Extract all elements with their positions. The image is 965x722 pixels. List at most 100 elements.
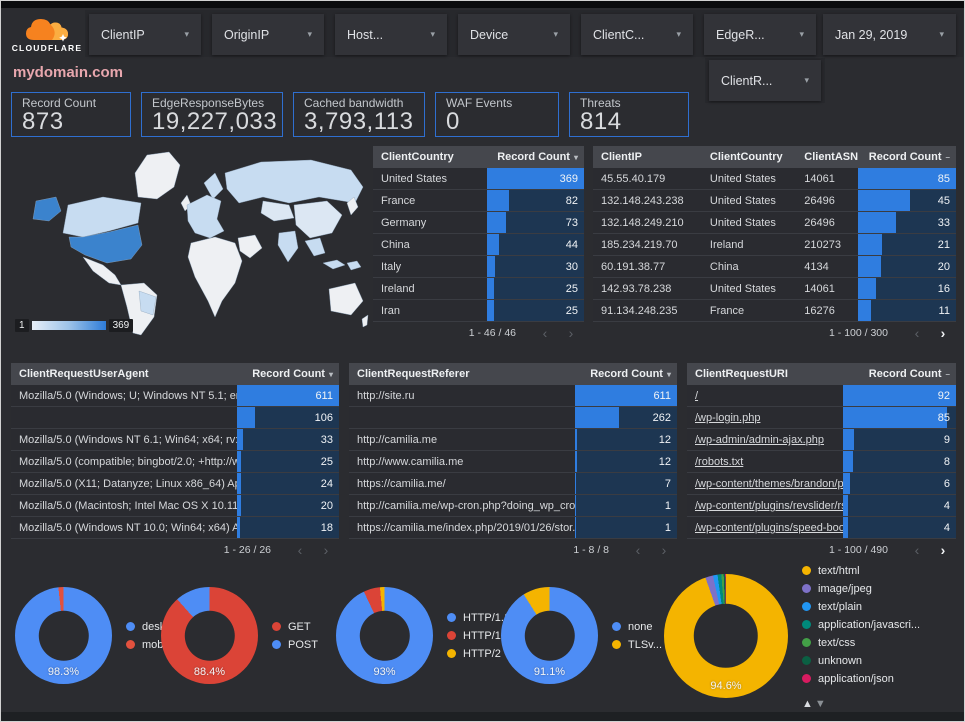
world-map[interactable] xyxy=(11,145,369,343)
donut-legend: GET POST xyxy=(272,618,318,654)
column-header[interactable]: Record Count – xyxy=(868,368,950,380)
pagination-next-icon[interactable]: › xyxy=(568,324,574,341)
column-header[interactable]: Record Count ▾ xyxy=(497,151,578,163)
legend-dot xyxy=(802,656,811,665)
column-header[interactable]: Record Count – xyxy=(868,151,950,163)
filter-chip-originip[interactable]: OriginIP ▾ xyxy=(212,14,324,55)
pagination-next-icon[interactable]: › xyxy=(940,541,946,558)
record-count-value: 4 xyxy=(943,500,950,512)
legend-item[interactable]: application/javascri... xyxy=(802,619,920,631)
column-header[interactable]: ClientRequestURI xyxy=(695,368,788,380)
legend-dot xyxy=(802,620,811,629)
donut-hole xyxy=(524,610,575,661)
uri-link[interactable]: /robots.txt xyxy=(695,456,744,468)
map-europe xyxy=(186,194,225,239)
column-header[interactable]: Record Count ▾ xyxy=(252,368,333,380)
pagination-next-icon[interactable]: › xyxy=(661,541,667,558)
filter-chip-host[interactable]: Host... ▾ xyxy=(335,14,447,55)
legend-item[interactable]: image/jpeg xyxy=(802,583,920,595)
donut-chart[interactable]: 88.4% xyxy=(161,587,258,684)
donut-chart[interactable]: 91.1% xyxy=(501,587,598,684)
legend-label: image/jpeg xyxy=(818,582,872,595)
column-header[interactable]: ClientIP xyxy=(601,151,642,163)
column-header[interactable]: Record Count ▾ xyxy=(590,368,671,380)
record-count-bar: 33 xyxy=(237,429,339,450)
record-count-bar: 18 xyxy=(237,517,339,538)
uri-link[interactable]: / xyxy=(695,390,699,402)
map-panel: 1 369 xyxy=(11,145,369,345)
sort-up-icon[interactable]: ▲ xyxy=(802,697,815,710)
legend-item[interactable]: unknown xyxy=(802,655,920,667)
legend-item[interactable]: TLSv... xyxy=(612,639,662,651)
donut-chart[interactable]: 94.6% xyxy=(664,573,788,698)
record-count-bar: 85 xyxy=(843,407,956,428)
record-count-bar: 12 xyxy=(575,451,677,472)
record-count-value: 33 xyxy=(320,434,333,446)
column-header[interactable]: ClientCountry xyxy=(709,151,783,163)
donut-chart[interactable]: 93% xyxy=(336,587,433,684)
uri-link[interactable]: /wp-content/plugins/revslider/rs-p... xyxy=(695,500,843,512)
record-count-value: 611 xyxy=(653,390,671,402)
legend-item[interactable]: text/plain xyxy=(802,601,920,613)
uri-link[interactable]: /wp-admin/admin-ajax.php xyxy=(695,434,825,446)
column-header[interactable]: ClientRequestReferer xyxy=(357,368,470,380)
uri-link[interactable]: /wp-login.php xyxy=(695,412,761,424)
record-count-value: 82 xyxy=(565,195,578,207)
record-count-value: 24 xyxy=(320,478,333,490)
pagination-next-icon[interactable]: › xyxy=(323,541,329,558)
donut-legend: HTTP/1.1 HTTP/1.0 HTTP/2 xyxy=(447,609,510,663)
bar-fill xyxy=(237,473,242,494)
table-row: 132.148.249.210 United States 26496 33 xyxy=(593,212,956,234)
map-greenland xyxy=(134,151,181,200)
page-title: mydomain.com xyxy=(13,64,124,81)
legend-label: text/html xyxy=(818,564,860,577)
filter-chip-device[interactable]: Device ▾ xyxy=(458,14,570,55)
record-count-value: 73 xyxy=(565,217,578,229)
legend-item[interactable]: text/html xyxy=(802,565,920,577)
scorecard-record-count: Record Count 873 xyxy=(11,92,131,137)
legend-item[interactable]: POST xyxy=(272,639,318,651)
legend-dot xyxy=(126,640,135,649)
pagination-prev-icon[interactable]: ‹ xyxy=(914,541,920,558)
filter-chip-clientr[interactable]: ClientR... ▾ xyxy=(709,60,821,101)
donut-http-protocol: 93% HTTP/1.1 HTTP/1.0 HTTP/2 xyxy=(336,563,510,708)
legend-sort-arrows[interactable]: ▲▼ xyxy=(802,698,920,710)
filter-chip-clientc[interactable]: ClientC... ▾ xyxy=(581,14,693,55)
table-cell: Mozilla/5.0 (Windows NT 6.1; Win64; x64;… xyxy=(19,434,238,446)
table-row: http://www.camilia.me 12 xyxy=(349,451,677,473)
table-row: Italy 30 xyxy=(373,256,584,278)
pagination-prev-icon[interactable]: ‹ xyxy=(914,324,920,341)
filter-chip-clientip[interactable]: ClientIP ▾ xyxy=(89,14,201,55)
date-range-control[interactable]: Jan 29, 2019 ▾ xyxy=(823,14,956,55)
legend-label: application/json xyxy=(818,672,894,685)
pagination-prev-icon[interactable]: ‹ xyxy=(297,541,303,558)
legend-item[interactable]: GET xyxy=(272,621,318,633)
legend-item[interactable]: application/json xyxy=(802,673,920,685)
sort-down-icon[interactable]: ▼ xyxy=(814,697,828,710)
legend-dot xyxy=(447,649,456,658)
pagination-prev-icon[interactable]: ‹ xyxy=(635,541,641,558)
table-user-agent: ClientRequestUserAgent Record Count ▾ Mozil… xyxy=(11,363,339,557)
donut-chart[interactable]: 98.3% xyxy=(15,587,112,684)
legend-item[interactable]: text/css xyxy=(802,637,920,649)
legend-item[interactable]: HTTP/1.0 xyxy=(447,630,510,642)
legend-item[interactable]: none xyxy=(612,621,662,633)
uri-link[interactable]: /wp-content/plugins/speed-booste... xyxy=(695,522,843,534)
pagination-next-icon[interactable]: › xyxy=(940,324,946,341)
column-header[interactable]: ClientCountry xyxy=(381,151,454,163)
uri-link[interactable]: /wp-content/themes/brandon/plu... xyxy=(695,478,844,490)
legend-label: application/javascri... xyxy=(818,618,921,631)
filter-chip-edger[interactable]: EdgeR... ▾ xyxy=(704,14,816,55)
column-header[interactable]: ClientASN xyxy=(804,151,858,163)
pagination-prev-icon[interactable]: ‹ xyxy=(542,324,548,341)
legend-item[interactable]: HTTP/2 xyxy=(447,648,510,660)
bar-fill xyxy=(575,385,677,406)
filter-chip-label: Host... xyxy=(347,27,384,42)
scorecard-waf-events: WAF Events 0 xyxy=(435,92,559,137)
table-cell: Mozilla/5.0 (compatible; bingbot/2.0; +h… xyxy=(19,456,238,468)
legend-item[interactable]: HTTP/1.1 xyxy=(447,612,510,624)
record-count-bar: 611 xyxy=(575,385,677,406)
table-cell: Iran xyxy=(381,305,400,317)
column-header[interactable]: ClientRequestUserAgent xyxy=(19,368,149,380)
table-row: 106 xyxy=(11,407,339,429)
